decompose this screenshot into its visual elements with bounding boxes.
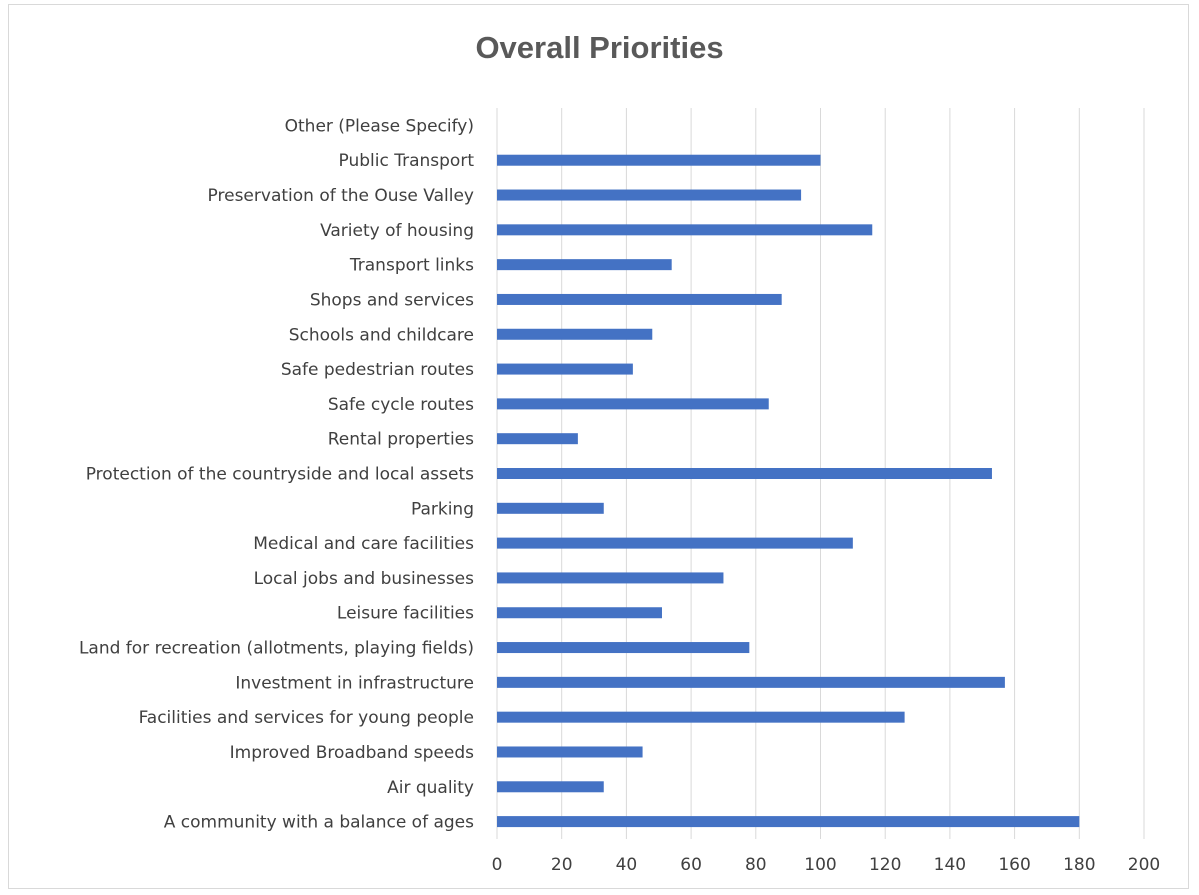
- category-label: Public Transport: [339, 151, 475, 171]
- category-label: Safe pedestrian routes: [281, 360, 474, 380]
- category-labels: A community with a balance of ages Air qu…: [79, 116, 474, 832]
- category-label: Other (Please Specify): [285, 116, 474, 136]
- bar: [497, 433, 578, 445]
- x-tick-label: 80: [745, 855, 767, 875]
- category-label: Variety of housing: [320, 221, 474, 241]
- category-label: Air quality: [387, 778, 474, 798]
- bar: [497, 293, 782, 305]
- bar: [497, 537, 853, 549]
- category-label: Local jobs and businesses: [254, 569, 475, 589]
- chart-frame: [8, 4, 1189, 889]
- bar: [497, 502, 604, 514]
- category-label: Protection of the countryside and local …: [86, 465, 474, 485]
- x-tick-label: 60: [680, 855, 702, 875]
- bars: [497, 154, 1080, 828]
- category-label: Shops and services: [310, 290, 474, 310]
- bar: [497, 154, 821, 166]
- category-label: Rental properties: [328, 430, 474, 450]
- bar: [497, 746, 643, 758]
- category-label: Safe cycle routes: [328, 395, 474, 415]
- bar: [497, 607, 662, 619]
- category-label: Preservation of the Ouse Valley: [208, 186, 474, 206]
- bar: [497, 328, 653, 340]
- category-label: Medical and care facilities: [253, 534, 474, 554]
- x-tick-label: 0: [492, 855, 503, 875]
- bar: [497, 189, 802, 201]
- x-tick-label: 40: [616, 855, 638, 875]
- bar: [497, 781, 604, 793]
- x-tick-label: 100: [804, 855, 836, 875]
- bar: [497, 259, 672, 271]
- bar: [497, 572, 724, 584]
- x-tick-label: 180: [1063, 855, 1095, 875]
- category-label: Improved Broadband speeds: [230, 743, 475, 763]
- bar: [497, 468, 992, 479]
- bar: [497, 642, 750, 654]
- x-tick-label: 120: [869, 855, 901, 875]
- bar: [497, 363, 633, 375]
- bar: [497, 711, 905, 723]
- bar: [497, 224, 873, 236]
- bar: [497, 398, 769, 410]
- x-axis-ticks: 0 20 40 60 80 100 120 140 160 180 200: [492, 855, 1161, 875]
- category-label: Parking: [411, 499, 474, 519]
- bar: [497, 676, 1005, 688]
- bar: [497, 816, 1080, 828]
- category-label: Land for recreation (allotments, playing…: [79, 639, 474, 659]
- x-tick-label: 20: [551, 855, 573, 875]
- x-tick-label: 200: [1128, 855, 1160, 875]
- category-label: Schools and childcare: [289, 325, 474, 345]
- chart-title: Overall Priorities: [475, 30, 724, 65]
- category-label: A community with a balance of ages: [164, 813, 474, 833]
- category-label: Transport links: [349, 256, 474, 276]
- category-label: Investment in infrastructure: [235, 673, 474, 693]
- category-label: Facilities and services for young people: [139, 708, 474, 728]
- x-tick-label: 140: [934, 855, 966, 875]
- x-tick-label: 160: [998, 855, 1030, 875]
- category-label: Leisure facilities: [337, 604, 474, 624]
